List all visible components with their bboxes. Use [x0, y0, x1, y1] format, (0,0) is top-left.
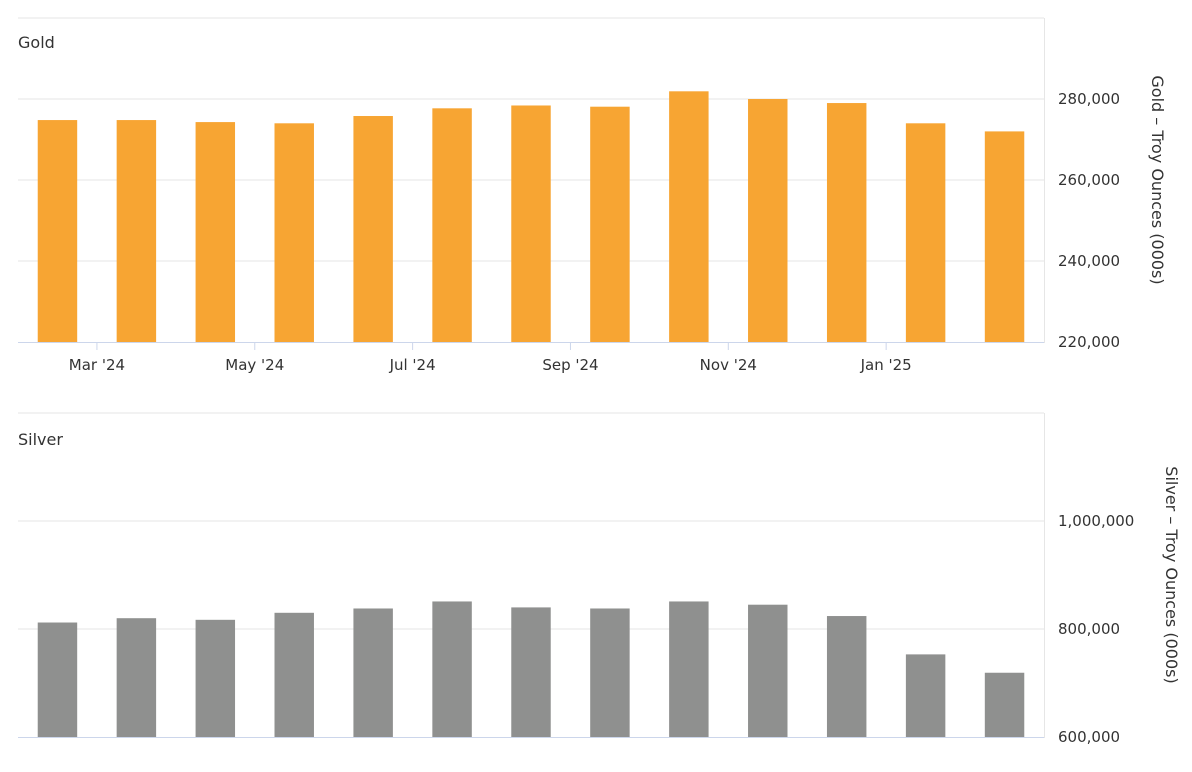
- chart-panel-silver: 600,000 800,000 1,000,000 Silver Silver – Tr…: [18, 412, 1181, 746]
- bar-jun--24: [353, 608, 393, 737]
- y-tick-label: 220,000: [1058, 333, 1120, 351]
- bar-jul--24: [432, 601, 472, 737]
- bar-feb--25: [984, 131, 1025, 342]
- bar-sep--24: [590, 106, 630, 342]
- x-tick-label: Jul '24: [389, 356, 436, 374]
- panel-title: Gold: [18, 33, 55, 52]
- bar-dec--24: [826, 616, 867, 737]
- bar-feb--24: [37, 120, 78, 342]
- y-tick-label: 240,000: [1058, 252, 1120, 270]
- bar-jan--25: [905, 123, 946, 342]
- chart-panel-gold: 220,000 240,000 260,000 280,000 Mar '24 May '…: [18, 17, 1167, 374]
- bar-apr--24: [195, 122, 236, 343]
- y-tick-label: 800,000: [1058, 620, 1120, 638]
- bar-dec--24: [826, 103, 867, 342]
- x-tick-label: Jan '25: [860, 356, 912, 374]
- bar-feb--24: [37, 622, 78, 737]
- bar-jan--25: [905, 654, 946, 737]
- y-axis-title: Silver – Troy Ounces (000s): [1162, 466, 1181, 683]
- bar-aug--24: [511, 607, 551, 737]
- bar-jul--24: [432, 108, 472, 342]
- bar-mar--24: [116, 618, 157, 737]
- bar-may--24: [274, 612, 314, 737]
- bar-oct--24: [669, 601, 709, 737]
- bar-nov--24: [748, 99, 788, 342]
- bar-mar--24: [116, 120, 157, 342]
- bar-jun--24: [353, 116, 393, 342]
- bar-feb--25: [984, 672, 1025, 737]
- panel-title: Silver: [18, 430, 63, 449]
- bar-sep--24: [590, 608, 630, 737]
- bar-nov--24: [748, 604, 788, 737]
- x-tick-label: Nov '24: [700, 356, 757, 374]
- y-axis-title: Gold – Troy Ounces (000s): [1148, 75, 1167, 284]
- y-tick-label: 1,000,000: [1058, 512, 1134, 530]
- y-tick-label: 260,000: [1058, 171, 1120, 189]
- y-tick-label: 280,000: [1058, 90, 1120, 108]
- x-tick-label: Mar '24: [69, 356, 125, 374]
- bar-may--24: [274, 123, 314, 342]
- bar-aug--24: [511, 105, 551, 342]
- y-tick-label: 600,000: [1058, 728, 1120, 746]
- x-tick-label: Sep '24: [542, 356, 598, 374]
- x-tick-label: May '24: [225, 356, 284, 374]
- bar-oct--24: [669, 91, 709, 343]
- bar-apr--24: [195, 619, 236, 737]
